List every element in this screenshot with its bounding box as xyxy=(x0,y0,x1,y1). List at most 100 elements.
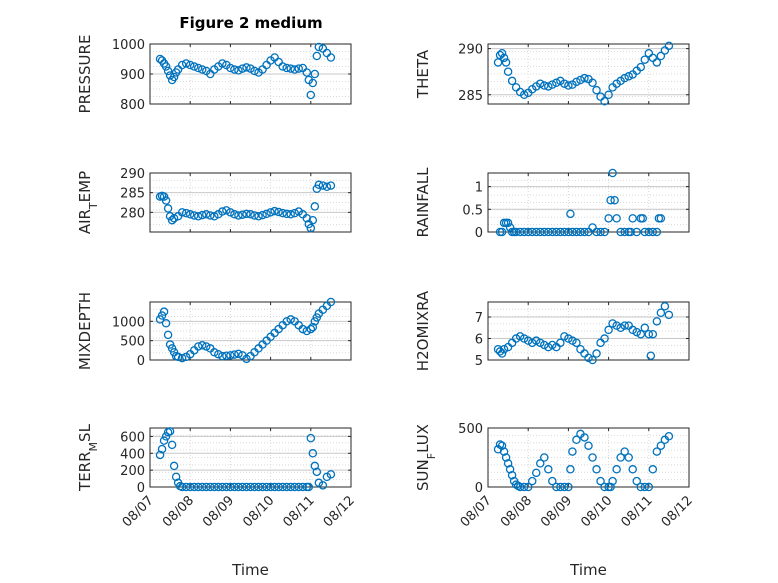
data-point xyxy=(503,459,513,468)
y-tick-label: 800 xyxy=(120,98,145,113)
data-point xyxy=(282,317,291,326)
series-points xyxy=(495,168,666,237)
grid xyxy=(487,301,690,361)
data-point xyxy=(600,482,609,492)
data-point xyxy=(612,465,621,474)
data-point xyxy=(230,210,239,219)
data-point xyxy=(588,223,597,232)
data-point xyxy=(632,227,641,237)
x-axis-label: Time xyxy=(231,561,269,579)
data-point xyxy=(572,338,581,348)
data-point xyxy=(306,433,316,443)
subplot-air-temp: 280 285 290 AIRTEMP xyxy=(76,167,352,234)
data-point xyxy=(580,73,589,83)
x-tick-label: 08/08 xyxy=(498,493,535,530)
data-point xyxy=(592,85,601,95)
data-point xyxy=(580,433,589,442)
data-point xyxy=(326,297,336,307)
data-point xyxy=(610,195,619,205)
y-tick-label: 280 xyxy=(120,206,145,221)
y-tick-label: 400 xyxy=(120,447,145,462)
data-point xyxy=(626,227,635,237)
data-point xyxy=(169,461,179,471)
data-point xyxy=(312,467,322,477)
data-point xyxy=(326,181,336,190)
data-point xyxy=(515,332,525,341)
data-point xyxy=(523,336,533,345)
data-point xyxy=(600,227,609,237)
data-point xyxy=(527,476,537,486)
data-point xyxy=(242,63,251,72)
data-point xyxy=(214,349,223,359)
data-point xyxy=(584,441,593,450)
data-point xyxy=(552,482,561,492)
data-point xyxy=(169,72,179,82)
data-point xyxy=(564,81,573,90)
data-point xyxy=(536,338,545,348)
data-point xyxy=(310,461,320,471)
data-point xyxy=(290,65,299,74)
data-point xyxy=(616,227,625,237)
data-point xyxy=(544,342,553,352)
data-point xyxy=(628,465,637,474)
data-point xyxy=(198,341,207,350)
subplot-terr-msl: 0 200 400 600 08/07 08/08 08/09 08/10 08/11 08/12… xyxy=(76,423,358,579)
data-point xyxy=(499,53,509,63)
data-point xyxy=(314,180,324,190)
data-point xyxy=(218,59,227,68)
data-point xyxy=(230,482,239,492)
data-point xyxy=(202,210,211,219)
data-point xyxy=(664,432,674,441)
data-point xyxy=(177,482,187,492)
data-point xyxy=(564,227,573,237)
data-point xyxy=(519,90,529,100)
data-point xyxy=(638,214,648,223)
data-point xyxy=(544,82,553,91)
data-point xyxy=(636,62,646,72)
data-point xyxy=(648,329,658,339)
data-point xyxy=(286,210,295,219)
data-point xyxy=(318,181,328,190)
data-point xyxy=(501,453,511,462)
y-axis-label: RAINFALL xyxy=(414,167,432,238)
data-point xyxy=(497,48,507,58)
data-point xyxy=(308,215,318,225)
y-tick-label: 500 xyxy=(120,335,145,350)
data-point xyxy=(620,73,629,83)
data-point xyxy=(246,210,255,219)
data-point xyxy=(568,227,577,237)
data-point xyxy=(294,482,303,492)
x-tick-label: 08/10 xyxy=(578,493,615,530)
x-tick-label: 08/08 xyxy=(160,493,197,530)
data-point xyxy=(286,482,295,492)
data-point xyxy=(660,46,670,55)
data-point xyxy=(560,482,569,492)
data-point xyxy=(198,210,207,220)
data-point xyxy=(640,323,650,333)
data-point xyxy=(242,209,251,219)
data-point xyxy=(608,476,617,486)
data-point xyxy=(304,482,314,492)
data-point xyxy=(656,214,666,223)
data-point xyxy=(564,482,573,492)
data-point xyxy=(270,482,279,492)
subplot-pressure: 800 900 1000 PRESSURE xyxy=(76,35,352,113)
data-point xyxy=(531,227,541,237)
y-axis-label: THETA xyxy=(414,49,432,99)
data-point xyxy=(640,227,650,237)
y-tick-label: 900 xyxy=(120,68,145,83)
data-point xyxy=(592,227,601,237)
data-point xyxy=(326,53,336,62)
data-point xyxy=(495,347,505,356)
data-point xyxy=(310,69,320,79)
data-point xyxy=(246,482,255,492)
data-point xyxy=(566,209,575,219)
data-point xyxy=(556,482,565,492)
data-point xyxy=(326,470,336,479)
data-point xyxy=(198,65,207,74)
data-point xyxy=(580,349,589,358)
data-point xyxy=(181,208,191,218)
data-point xyxy=(234,349,243,359)
data-point xyxy=(624,453,633,462)
data-point xyxy=(497,441,507,450)
